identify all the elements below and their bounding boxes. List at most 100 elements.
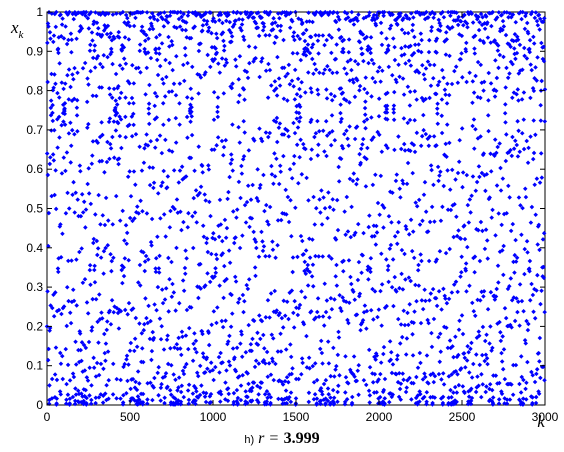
data-point — [217, 283, 222, 288]
data-point — [495, 144, 500, 150]
data-point — [94, 20, 100, 26]
data-point — [212, 274, 217, 279]
data-point — [406, 275, 412, 280]
data-point — [418, 252, 423, 257]
data-point — [301, 31, 307, 36]
data-point — [98, 61, 103, 67]
data-point — [334, 363, 339, 369]
data-point — [511, 362, 516, 368]
data-point — [454, 214, 459, 219]
data-point — [424, 389, 430, 395]
data-point — [304, 175, 309, 181]
data-point — [438, 349, 444, 354]
data-point — [473, 73, 478, 79]
data-point — [422, 371, 427, 376]
data-point — [236, 17, 242, 22]
data-point — [382, 376, 388, 382]
data-point — [331, 395, 337, 401]
data-point — [473, 389, 479, 395]
data-point — [123, 134, 128, 140]
data-point — [303, 90, 308, 95]
data-point — [125, 378, 130, 384]
data-point — [154, 57, 160, 63]
data-point — [355, 277, 361, 283]
data-point — [360, 317, 366, 323]
data-point — [454, 390, 460, 395]
data-point — [57, 61, 62, 66]
data-point — [482, 358, 488, 364]
data-point — [227, 260, 233, 266]
data-point — [261, 357, 267, 363]
data-point — [396, 370, 402, 376]
data-point — [346, 258, 352, 263]
data-point — [450, 344, 455, 349]
data-point — [311, 194, 316, 200]
data-point — [399, 271, 404, 277]
data-point — [392, 89, 397, 95]
data-point — [176, 375, 182, 380]
data-point — [521, 377, 526, 383]
data-point — [68, 160, 74, 165]
data-point — [411, 142, 417, 148]
data-point — [366, 347, 372, 353]
data-point — [531, 309, 536, 314]
data-point — [346, 143, 351, 148]
data-point — [105, 23, 111, 29]
data-point — [421, 192, 427, 198]
data-point — [372, 233, 377, 239]
y-axis-label-subscript: k — [19, 29, 25, 41]
data-point — [99, 32, 105, 38]
data-point — [436, 371, 442, 377]
data-point — [253, 273, 258, 279]
data-point — [499, 350, 504, 356]
data-point — [178, 389, 184, 395]
data-point — [173, 396, 178, 401]
data-point — [236, 77, 241, 82]
data-point — [509, 325, 514, 330]
data-point — [378, 360, 384, 365]
data-point — [471, 361, 476, 367]
data-point — [356, 363, 362, 368]
data-point — [542, 309, 547, 315]
data-point — [416, 262, 421, 268]
data-point — [51, 158, 57, 163]
data-point — [95, 53, 101, 59]
data-point — [370, 380, 376, 385]
data-point — [217, 18, 222, 23]
data-point — [278, 331, 283, 337]
data-point — [367, 213, 372, 218]
data-point — [345, 229, 351, 234]
data-point — [190, 391, 196, 396]
data-point — [307, 269, 313, 275]
data-point — [477, 298, 483, 303]
data-point — [539, 288, 544, 294]
data-point — [114, 376, 119, 382]
data-point — [48, 155, 53, 160]
data-point — [245, 371, 250, 376]
data-point — [310, 363, 316, 369]
data-point — [402, 322, 408, 328]
data-point — [359, 270, 364, 276]
data-point — [107, 156, 112, 162]
data-point — [411, 255, 417, 261]
data-point — [263, 361, 268, 366]
data-point — [462, 390, 467, 396]
data-point — [85, 181, 90, 187]
data-point — [343, 374, 349, 380]
data-point — [96, 192, 101, 198]
data-point — [305, 283, 311, 288]
data-point — [468, 210, 473, 215]
data-point — [411, 380, 416, 386]
data-point — [236, 99, 241, 105]
data-point — [152, 302, 157, 307]
data-point — [407, 375, 412, 381]
data-point — [434, 91, 439, 97]
data-point — [500, 366, 506, 372]
data-point — [395, 229, 401, 235]
data-point — [284, 212, 289, 217]
data-point — [237, 92, 242, 98]
data-point — [537, 359, 542, 364]
data-point — [308, 86, 314, 91]
data-point — [472, 254, 478, 259]
data-point — [396, 220, 402, 225]
